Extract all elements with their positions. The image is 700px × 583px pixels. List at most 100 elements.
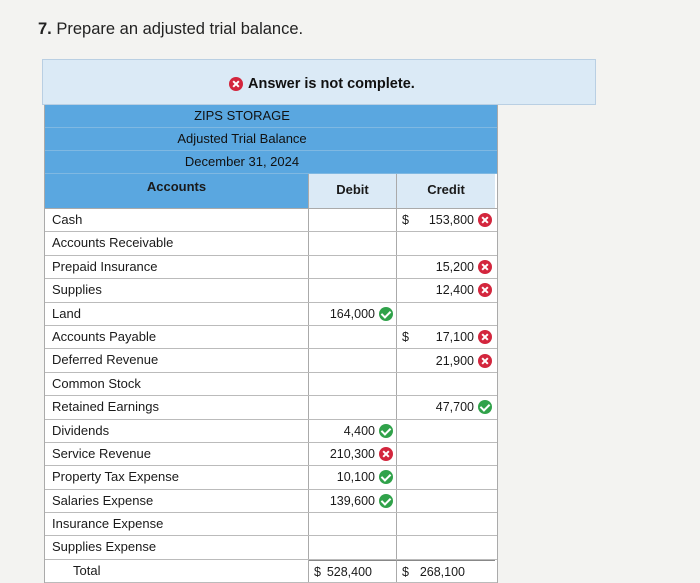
amount-value: 268,100: [419, 564, 465, 579]
table-row: Prepaid Insurance 15,200: [45, 255, 497, 280]
company-name: ZIPS STORAGE: [45, 105, 497, 128]
answer-status: Answer is not complete.: [229, 76, 415, 92]
credit-cell[interactable]: [397, 420, 495, 442]
dollar-sign: $: [314, 564, 321, 579]
incorrect-icon: [478, 283, 492, 298]
credit-cell[interactable]: 47,700: [397, 396, 495, 418]
credit-cell[interactable]: [397, 443, 495, 465]
statement-date: December 31, 2024: [45, 151, 497, 174]
amount-value: 17,100: [435, 330, 474, 345]
table-row: Insurance Expense: [45, 513, 497, 537]
table-row: Common Stock: [45, 372, 497, 397]
account-name: Service Revenue: [45, 442, 309, 466]
credit-cell[interactable]: [397, 490, 495, 512]
credit-cell[interactable]: [397, 513, 495, 535]
debit-cell[interactable]: [309, 349, 397, 372]
account-name: Land: [45, 302, 309, 325]
debit-cell[interactable]: 139,600: [309, 489, 397, 513]
table-row: Supplies Expense: [45, 536, 497, 560]
amount-value: 15,200: [435, 259, 474, 274]
account-name: Retained Earnings: [45, 396, 309, 419]
debit-cell[interactable]: [309, 396, 397, 419]
credit-cell[interactable]: [397, 466, 495, 488]
account-name: Accounts Receivable: [45, 232, 309, 255]
incorrect-icon: [478, 259, 492, 274]
debit-cell[interactable]: [309, 255, 397, 279]
correct-icon: [379, 470, 393, 485]
table-body: Cash $153,800 Accounts Receivable Prepaid I…: [45, 209, 497, 583]
account-name: Salaries Expense: [45, 489, 309, 513]
incorrect-icon: [478, 330, 492, 345]
debit-cell[interactable]: 4,400: [309, 419, 397, 442]
incorrect-icon: [478, 353, 492, 368]
dollar-sign: $: [402, 564, 409, 579]
page: 7. Prepare an adjusted trial balance. An…: [0, 0, 700, 565]
debit-cell[interactable]: [309, 325, 397, 349]
amount-value: 210,300: [329, 447, 375, 462]
table-row: Service Revenue 210,300: [45, 442, 497, 467]
debit-cell[interactable]: [309, 513, 397, 536]
table-row: Land 164,000: [45, 302, 497, 326]
credit-cell[interactable]: 21,900: [397, 349, 495, 371]
amount-value: 153,800: [428, 213, 474, 228]
account-name: Dividends: [45, 419, 309, 442]
amount-value: 21,900: [435, 353, 474, 368]
amount-value: 47,700: [435, 400, 474, 415]
table-row: Retained Earnings 47,700: [45, 396, 497, 420]
correct-icon: [478, 400, 492, 415]
table-row: Accounts Receivable: [45, 232, 497, 256]
accounts-header: Accounts: [45, 174, 309, 208]
debit-cell[interactable]: 10,100: [309, 466, 397, 489]
account-name: Cash: [45, 209, 309, 232]
table-row: Dividends 4,400: [45, 419, 497, 443]
account-name: Insurance Expense: [45, 513, 309, 536]
trial-balance-table: ZIPS STORAGE Adjusted Trial Balance Dece…: [44, 105, 498, 583]
account-name: Property Tax Expense: [45, 466, 309, 489]
column-headers: Accounts Debit Credit: [45, 174, 497, 209]
statement-title: Adjusted Trial Balance: [45, 128, 497, 151]
amount-value: 164,000: [329, 306, 375, 321]
answer-status-text: Answer is not complete.: [248, 76, 415, 92]
credit-cell[interactable]: [397, 373, 495, 395]
question-heading: 7. Prepare an adjusted trial balance.: [38, 20, 303, 39]
credit-cell[interactable]: 12,400: [397, 279, 495, 301]
debit-cell[interactable]: 164,000: [309, 302, 397, 325]
dollar-sign: $: [402, 329, 409, 344]
debit-cell[interactable]: [309, 279, 397, 302]
debit-cell[interactable]: [309, 209, 397, 232]
credit-header: Credit: [397, 174, 495, 208]
account-name: Common Stock: [45, 372, 309, 396]
correct-icon: [379, 423, 393, 438]
question-text: Prepare an adjusted trial balance.: [56, 20, 304, 38]
account-name: Accounts Payable: [45, 325, 309, 349]
account-name: Prepaid Insurance: [45, 255, 309, 279]
table-row: Salaries Expense 139,600: [45, 489, 497, 514]
correct-icon: [379, 306, 393, 321]
total-row: Total $528,400 $268,100: [45, 559, 497, 583]
incorrect-icon: [478, 213, 492, 228]
credit-cell[interactable]: [397, 303, 495, 325]
amount-value: 4,400: [343, 423, 375, 438]
credit-cell[interactable]: [397, 232, 495, 254]
amount-value: 12,400: [435, 283, 474, 298]
debit-cell[interactable]: [309, 536, 397, 559]
debit-header: Debit: [309, 174, 397, 208]
amount-value: 528,400: [326, 564, 372, 579]
correct-icon: [379, 493, 393, 508]
table-row: Property Tax Expense 10,100: [45, 466, 497, 490]
credit-cell[interactable]: [397, 536, 495, 558]
credit-cell[interactable]: $153,800: [397, 209, 495, 231]
dollar-sign: $: [402, 213, 409, 227]
incorrect-icon: [379, 447, 393, 462]
question-number: 7.: [38, 20, 52, 38]
total-credit-cell[interactable]: $268,100: [397, 559, 495, 582]
debit-cell[interactable]: [309, 232, 397, 255]
credit-cell[interactable]: $17,100: [397, 326, 495, 348]
credit-cell[interactable]: 15,200: [397, 256, 495, 278]
table-row: Deferred Revenue 21,900: [45, 349, 497, 373]
amount-value: 10,100: [336, 470, 375, 485]
amount-value: 139,600: [329, 493, 375, 508]
total-debit-cell[interactable]: $528,400: [309, 559, 397, 583]
debit-cell[interactable]: 210,300: [309, 442, 397, 466]
debit-cell[interactable]: [309, 372, 397, 396]
